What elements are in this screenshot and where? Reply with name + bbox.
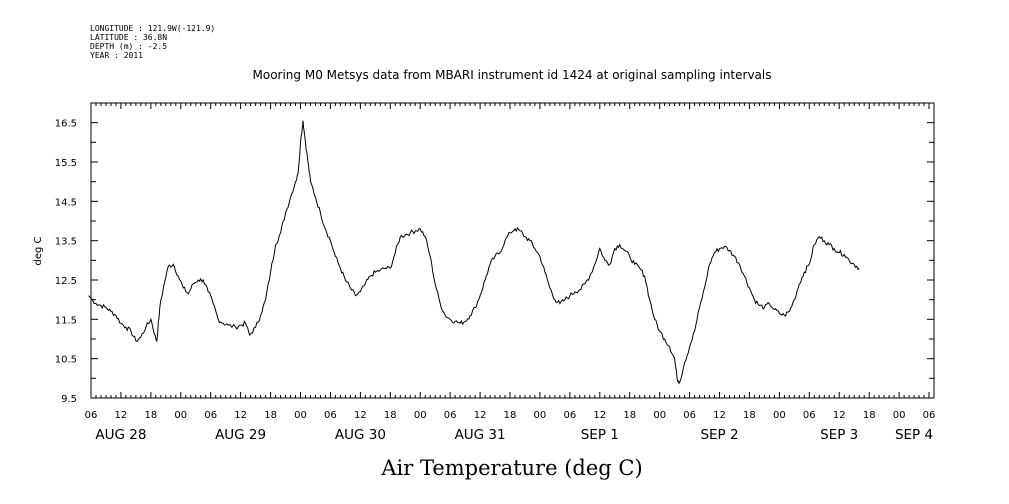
x-hour-tick-label: 12 [115, 410, 128, 421]
x-hour-tick-label: 06 [204, 410, 217, 421]
x-hour-tick-label: 12 [593, 410, 606, 421]
chart-title: Mooring M0 Metsys data from MBARI instru… [253, 68, 772, 82]
air-temperature-series-line [88, 120, 860, 385]
x-date-label: AUG 30 [335, 427, 386, 443]
y-tick-labels: 9.5 10.5 11.5 12.5 13.5 14.5 15.5 16.5 [55, 119, 77, 405]
x-date-label: AUG 28 [95, 427, 146, 443]
x-hour-tick-label: 12 [474, 410, 487, 421]
year-text: YEAR : 2011 [90, 51, 143, 60]
x-date-labels: AUG 28 AUG 29 AUG 30 AUG 31 SEP 1 SEP 2 SEP 3 S… [95, 427, 933, 443]
x-hour-tick-label: 06 [564, 410, 577, 421]
x-hour-tick-label: 12 [354, 410, 367, 421]
x-hour-tick-label: 18 [145, 410, 158, 421]
x-date-label: SEP 2 [700, 427, 738, 443]
x-hour-tick-label: 06 [324, 410, 337, 421]
x-date-label: SEP 3 [820, 427, 858, 443]
x-hour-tick-label: 12 [234, 410, 247, 421]
x-hour-tick-labels: 06 12 18 00 06 12 18 00 06 12 18 00 06 12 18 00 06 12 18 00… [85, 410, 936, 421]
x-hour-tick-label: 18 [623, 410, 636, 421]
x-date-label: SEP 4 [895, 427, 933, 443]
y-tick-label: 14.5 [55, 197, 77, 208]
x-hour-tick-label: 18 [743, 410, 756, 421]
x-hour-tick-label: 00 [294, 410, 307, 421]
x-hour-tick-label: 00 [893, 410, 906, 421]
y-tick-label: 16.5 [55, 119, 77, 130]
x-hour-tick-label: 00 [653, 410, 666, 421]
plot-frame [90, 102, 935, 399]
x-hour-tick-label: 00 [414, 410, 427, 421]
y-tick-label: 12.5 [55, 276, 77, 287]
axis-ticks [90, 102, 935, 399]
longitude-text: LONGITUDE : 121.9W(-121.9) [90, 24, 215, 33]
x-hour-tick-label: 00 [534, 410, 547, 421]
x-axis-label: Air Temperature (deg C) [380, 456, 642, 480]
x-date-label: AUG 29 [215, 427, 266, 443]
y-tick-label: 11.5 [55, 315, 77, 326]
x-date-label: AUG 31 [455, 427, 506, 443]
x-hour-tick-label: 00 [773, 410, 786, 421]
x-hour-tick-label: 18 [384, 410, 397, 421]
y-tick-label: 9.5 [61, 394, 77, 405]
y-tick-label: 15.5 [55, 158, 77, 169]
x-hour-tick-label: 06 [803, 410, 816, 421]
x-hour-tick-label: 06 [85, 410, 98, 421]
x-hour-tick-label: 06 [683, 410, 696, 421]
x-hour-tick-label: 18 [863, 410, 876, 421]
x-hour-tick-label: 18 [504, 410, 517, 421]
latitude-text: LATITUDE : 36.8N [90, 33, 167, 42]
x-hour-tick-label: 06 [923, 410, 936, 421]
x-hour-tick-label: 00 [174, 410, 187, 421]
y-tick-label: 13.5 [55, 237, 77, 248]
x-hour-tick-label: 12 [833, 410, 846, 421]
station-metadata: LONGITUDE : 121.9W(-121.9) LATITUDE : 36… [90, 24, 215, 60]
x-hour-tick-label: 12 [713, 410, 726, 421]
x-hour-tick-label: 06 [444, 410, 457, 421]
y-axis-label: deg C [33, 236, 44, 265]
x-hour-tick-label: 18 [264, 410, 277, 421]
y-tick-label: 10.5 [55, 355, 77, 366]
x-date-label: SEP 1 [581, 427, 619, 443]
depth-text: DEPTH (m) : -2.5 [90, 42, 167, 51]
